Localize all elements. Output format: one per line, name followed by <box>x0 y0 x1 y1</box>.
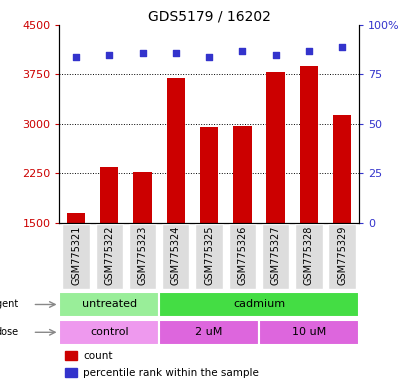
FancyBboxPatch shape <box>261 224 288 289</box>
Point <box>106 51 112 58</box>
Point <box>305 48 311 54</box>
FancyBboxPatch shape <box>62 224 90 289</box>
Point <box>139 50 146 56</box>
Text: count: count <box>83 351 112 361</box>
Text: GSM775322: GSM775322 <box>104 225 114 285</box>
Bar <box>59 292 159 317</box>
Text: dose: dose <box>0 327 19 337</box>
Text: 10 uM: 10 uM <box>291 327 325 337</box>
Bar <box>258 320 358 345</box>
Bar <box>100 167 118 223</box>
Title: GDS5179 / 16202: GDS5179 / 16202 <box>147 10 270 24</box>
Bar <box>65 351 77 361</box>
Point <box>338 44 344 50</box>
Point <box>272 51 278 58</box>
Text: GSM775329: GSM775329 <box>336 225 346 285</box>
Point <box>73 53 79 60</box>
FancyBboxPatch shape <box>162 224 189 289</box>
FancyBboxPatch shape <box>294 224 322 289</box>
Point <box>172 50 179 56</box>
Text: GSM775328: GSM775328 <box>303 225 313 285</box>
FancyBboxPatch shape <box>195 224 222 289</box>
Text: agent: agent <box>0 300 19 310</box>
Bar <box>133 172 151 223</box>
Text: GSM775321: GSM775321 <box>71 225 81 285</box>
Text: GSM775327: GSM775327 <box>270 225 280 285</box>
Bar <box>67 213 85 223</box>
Bar <box>266 73 284 223</box>
FancyBboxPatch shape <box>129 224 156 289</box>
Bar <box>166 78 184 223</box>
Text: GSM775325: GSM775325 <box>204 225 213 285</box>
FancyBboxPatch shape <box>95 224 123 289</box>
FancyBboxPatch shape <box>328 224 355 289</box>
Bar <box>159 292 358 317</box>
Bar <box>159 320 258 345</box>
Text: 2 uM: 2 uM <box>195 327 222 337</box>
Text: percentile rank within the sample: percentile rank within the sample <box>83 368 258 378</box>
Text: GSM775323: GSM775323 <box>137 225 147 285</box>
Text: GSM775326: GSM775326 <box>237 225 247 285</box>
FancyBboxPatch shape <box>228 224 255 289</box>
Text: control: control <box>90 327 128 337</box>
Point <box>205 53 212 60</box>
Bar <box>233 126 251 223</box>
Text: GSM775324: GSM775324 <box>171 225 180 285</box>
Point <box>238 48 245 54</box>
Bar <box>332 115 351 223</box>
Text: untreated: untreated <box>81 300 137 310</box>
Bar <box>59 320 159 345</box>
Bar <box>65 368 77 377</box>
Bar <box>299 66 317 223</box>
Text: cadmium: cadmium <box>232 300 284 310</box>
Bar <box>200 127 218 223</box>
